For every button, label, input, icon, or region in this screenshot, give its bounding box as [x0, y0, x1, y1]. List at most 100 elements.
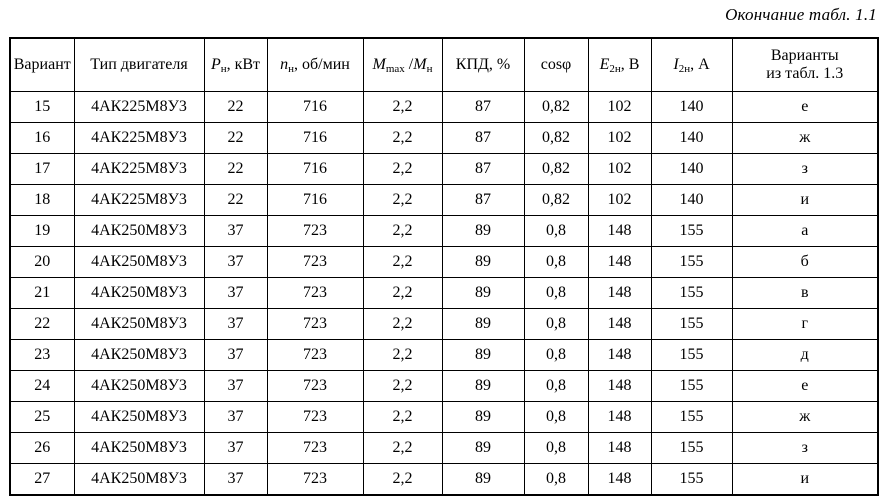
table-cell: 89: [441, 339, 525, 371]
table-cell: 2,2: [362, 401, 443, 433]
table-cell: 25: [9, 401, 75, 433]
table-row: 15 4АК225М8У3 22 716 2,2 87 0,82 102 140 е: [9, 91, 879, 123]
header-cos-phi: cosφ: [523, 37, 589, 92]
table-cell: 37: [203, 339, 268, 371]
table-cell: ж: [731, 122, 879, 154]
speed-unit: , об/мин: [294, 55, 350, 73]
torque-max-subscript: max: [385, 62, 405, 75]
table-cell: 37: [203, 277, 268, 309]
table-cell: з: [731, 153, 879, 185]
table-cell: 87: [441, 91, 525, 123]
table-cell: 148: [587, 432, 652, 464]
table-cell: 2,2: [362, 432, 443, 464]
header-motor-type: Тип двигателя: [73, 37, 205, 92]
table-cell: 723: [266, 215, 364, 247]
table-cell: е: [731, 370, 879, 402]
header-efficiency-label: КПД, %: [455, 55, 511, 73]
table-cell: 102: [587, 153, 652, 185]
table-cell: 2,2: [362, 463, 443, 496]
table-cell: 148: [587, 370, 652, 402]
table-cell: 4АК250М8У3: [73, 308, 205, 340]
header-variant-label: Вариант: [13, 55, 71, 73]
table-cell: 155: [650, 432, 733, 464]
table-cell: 87: [441, 184, 525, 216]
table-cell: 723: [266, 463, 364, 496]
table-cell: 2,2: [362, 277, 443, 309]
table-cell: е: [731, 91, 879, 123]
table-cell: а: [731, 215, 879, 247]
table-cell: 4АК250М8У3: [73, 339, 205, 371]
table-body: 15 4АК225М8У3 22 716 2,2 87 0,82 102 140 е 16 4АК22…: [9, 91, 879, 496]
table-cell: 22: [203, 184, 268, 216]
table-cell: 4АК225М8У3: [73, 91, 205, 123]
table-cell: 0,8: [523, 246, 589, 278]
table-cell: 2,2: [362, 91, 443, 123]
table-row: 19 4АК250М8У3 37 723 2,2 89 0,8 148 155 а: [9, 215, 879, 247]
table-cell: 723: [266, 401, 364, 433]
table-cell: 723: [266, 432, 364, 464]
table-cell: 148: [587, 401, 652, 433]
table-cell: 22: [9, 308, 75, 340]
table-cell: 148: [587, 246, 652, 278]
table-row: 17 4АК225М8У3 22 716 2,2 87 0,82 102 140 з: [9, 153, 879, 185]
table-cell: 37: [203, 246, 268, 278]
table-cell: 15: [9, 91, 75, 123]
table-cell: 723: [266, 246, 364, 278]
table-cell: 140: [650, 153, 733, 185]
table-cell: 37: [203, 432, 268, 464]
table-cell: 4АК250М8У3: [73, 401, 205, 433]
table-cell: 89: [441, 215, 525, 247]
table-cell: 0,8: [523, 370, 589, 402]
current-symbol: I: [673, 55, 679, 73]
table-cell: в: [731, 277, 879, 309]
table-cell: 89: [441, 463, 525, 496]
variants-ref-line1: Варианты: [770, 46, 839, 64]
table-cell: 148: [587, 277, 652, 309]
header-speed: nн, об/мин: [266, 37, 364, 92]
table-cell: 89: [441, 432, 525, 464]
power-symbol: P: [210, 55, 221, 73]
table-cell: 89: [441, 308, 525, 340]
table-cell: 0,82: [523, 153, 589, 185]
table-cell: 2,2: [362, 215, 443, 247]
table-cell: 18: [9, 184, 75, 216]
table-cell: 2,2: [362, 308, 443, 340]
header-cos-phi-label: cosφ: [540, 55, 572, 73]
table-cell: 22: [203, 122, 268, 154]
table-cell: 2,2: [362, 184, 443, 216]
table-cell: 4АК250М8У3: [73, 370, 205, 402]
emf-unit: , В: [620, 55, 640, 73]
torque-max-symbol: M: [372, 55, 386, 73]
current-unit: , А: [690, 55, 710, 73]
emf-subscript: 2н: [609, 62, 621, 75]
table-cell: 716: [266, 184, 364, 216]
table-row: 18 4АК225М8У3 22 716 2,2 87 0,82 102 140 и: [9, 184, 879, 216]
power-subscript: н: [220, 62, 227, 75]
table-cell: 0,82: [523, 91, 589, 123]
table-cell: з: [731, 432, 879, 464]
table-cell: 2,2: [362, 246, 443, 278]
table-cell: 4АК225М8У3: [73, 122, 205, 154]
power-unit: , кВт: [226, 55, 261, 73]
variants-ref-line2: из табл. 1.3: [766, 65, 844, 82]
table-cell: 102: [587, 184, 652, 216]
table-cell: 37: [203, 463, 268, 496]
table-header: Вариант Тип двигателя Pн, кВт nн, об/мин…: [9, 37, 879, 92]
table-cell: 4АК225М8У3: [73, 153, 205, 185]
table-cell: д: [731, 339, 879, 371]
table-cell: 155: [650, 246, 733, 278]
table-cell: 0,8: [523, 308, 589, 340]
table-cell: 0,8: [523, 339, 589, 371]
table-cell: 19: [9, 215, 75, 247]
table-cell: 4АК250М8У3: [73, 215, 205, 247]
table-cell: 0,8: [523, 215, 589, 247]
table-cell: 716: [266, 122, 364, 154]
header-efficiency: КПД, %: [441, 37, 525, 92]
header-row: Вариант Тип двигателя Pн, кВт nн, об/мин…: [9, 37, 879, 92]
table-cell: 22: [203, 91, 268, 123]
table-cell: 148: [587, 215, 652, 247]
table-cell: 102: [587, 122, 652, 154]
table-cell: 89: [441, 370, 525, 402]
table-cell: 16: [9, 122, 75, 154]
table-cell: 89: [441, 401, 525, 433]
